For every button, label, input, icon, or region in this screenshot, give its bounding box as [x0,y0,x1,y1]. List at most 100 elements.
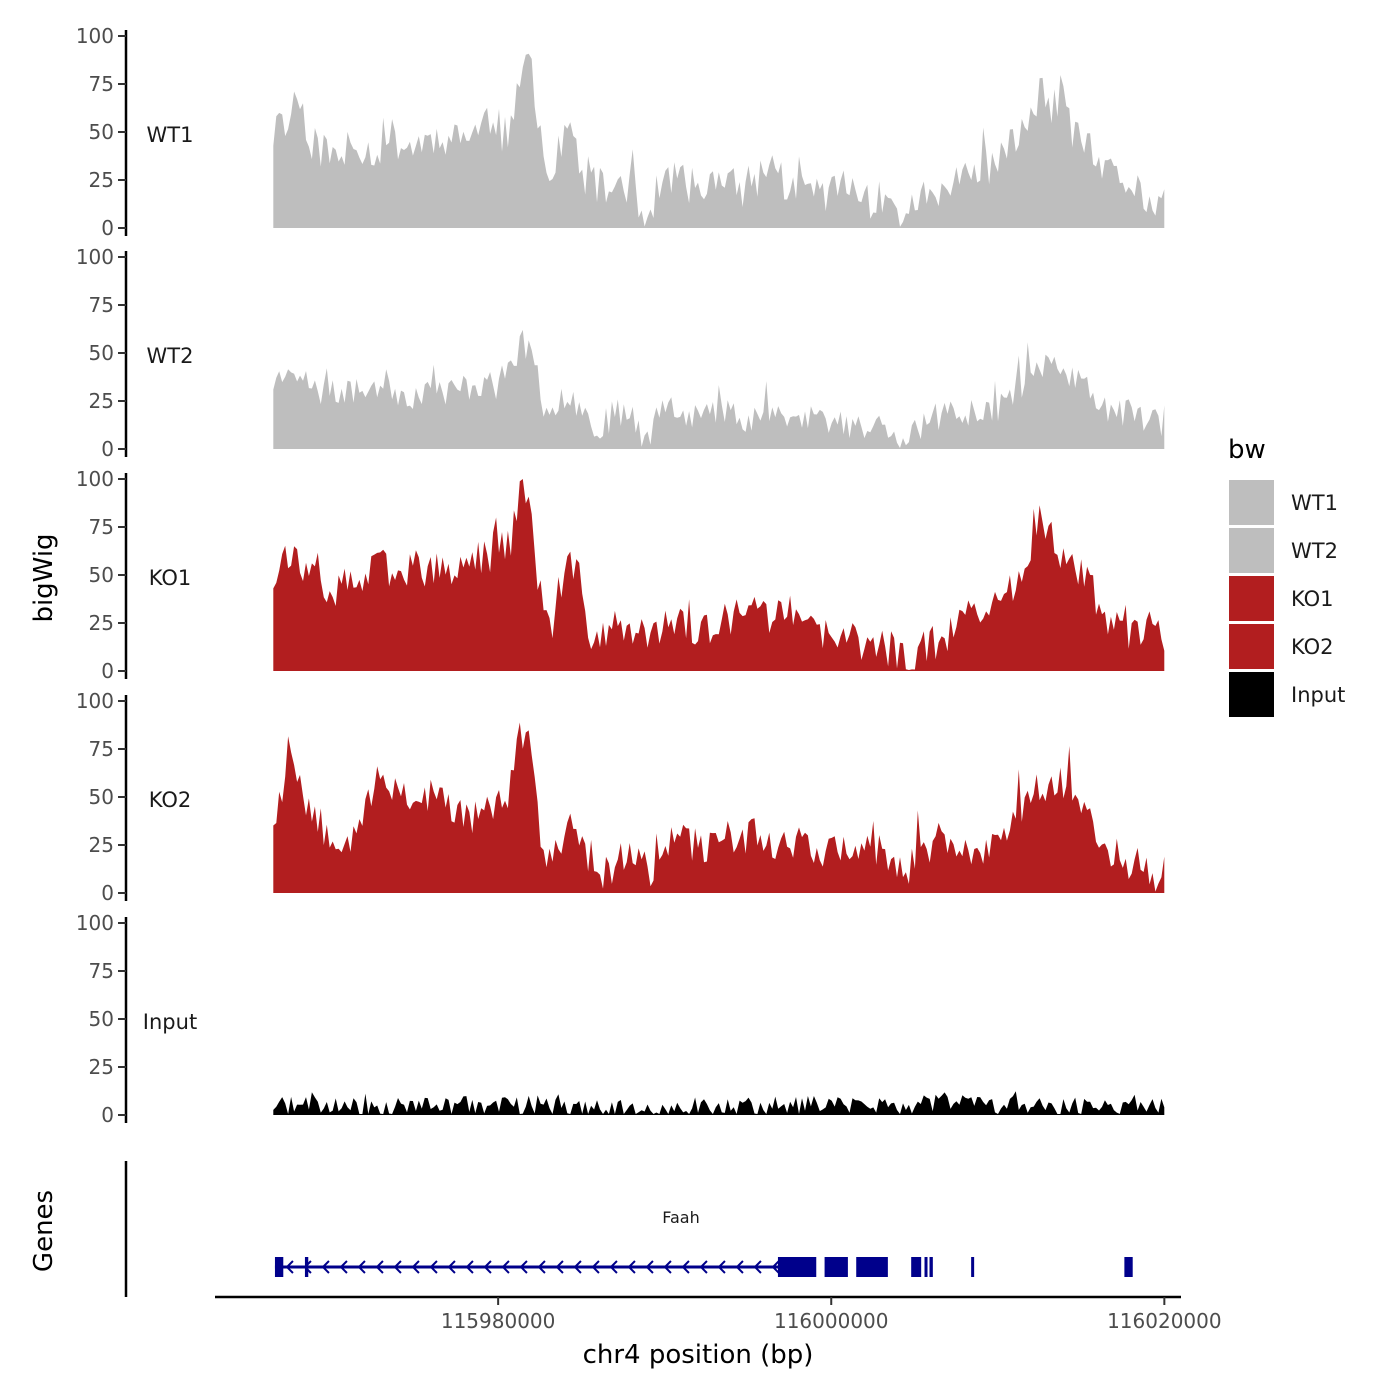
gene-exon [304,1257,309,1277]
track-ko1: 0 25 50 75 100 KO1 [76,467,1165,683]
legend: bw WT1 WT2 KO1 KO2 Input [1228,435,1345,717]
strand-arrow [645,1260,654,1274]
strand-arrow [555,1260,564,1274]
strand-arrow [375,1260,384,1274]
legend-title: bw [1228,435,1266,465]
y-tick-label: 25 [89,168,114,192]
strand-arrow [285,1260,294,1274]
y-tick-label: 75 [89,959,114,983]
gene-exon [929,1257,933,1277]
gene-exon [911,1257,922,1277]
strand-arrow [771,1260,780,1274]
track-wt2: 0 25 50 75 100 WT2 [76,245,1165,461]
y-tick-label: 50 [89,785,114,809]
track-ko2: 0 25 50 75 100 KO2 [76,689,1165,905]
track-label: WT1 [147,123,194,147]
y-tick-label: 100 [76,24,114,48]
track-label: KO2 [149,788,192,812]
y-tick-label: 25 [89,389,114,413]
y-tick-label: 75 [89,737,114,761]
strand-arrow [717,1260,726,1274]
gene-name-label: Faah [662,1208,699,1227]
legend-key-wt2 [1229,528,1274,573]
track-input: 0 25 50 75 100 Input [76,911,1165,1127]
strand-arrow [465,1260,474,1274]
strand-arrow [609,1260,618,1274]
legend-key-ko2 [1229,624,1274,669]
strand-arrow [447,1260,456,1274]
y-tick-label: 0 [101,881,114,905]
y-tick-label: 75 [89,515,114,539]
x-tick-label: 116000000 [774,1309,889,1333]
tracks-layer: 0255075100WT10255075100WT20255075100KO10… [76,24,1165,1127]
track-wt1: 0 25 50 75 100 WT1 [76,24,1165,240]
y-tick-label: 0 [101,1103,114,1127]
area-wt2 [273,329,1165,449]
strand-arrow [357,1260,366,1274]
y-tick-label: 100 [76,467,114,491]
area-ko1 [273,479,1165,671]
legend-label-ko2: KO2 [1291,635,1334,659]
y-tick-label: 25 [89,833,114,857]
gene-exon [856,1257,888,1277]
y-tick-label: 50 [89,563,114,587]
gene-exon [274,1257,284,1277]
strand-arrow [483,1260,492,1274]
genes-panel-label: Genes [29,1190,59,1272]
strand-arrow [663,1260,672,1274]
y-tick-label: 75 [89,72,114,96]
strand-arrow [735,1260,744,1274]
legend-label-wt1: WT1 [1291,491,1338,515]
strand-arrow [393,1260,402,1274]
y-tick-label: 50 [89,341,114,365]
legend-label-ko1: KO1 [1291,587,1334,611]
y-tick-label: 0 [101,659,114,683]
strand-arrow [573,1260,582,1274]
strand-arrow [537,1260,546,1274]
legend-label-input: Input [1291,683,1345,707]
strand-arrow [627,1260,636,1274]
track-label: KO1 [149,566,192,590]
x-tick-label: 116020000 [1107,1309,1222,1333]
y-tick-label: 25 [89,611,114,635]
strand-arrow [501,1260,510,1274]
y-tick-label: 100 [76,911,114,935]
strand-arrow [519,1260,528,1274]
y-tick-label: 0 [101,216,114,240]
strand-arrow [699,1260,708,1274]
strand-arrow [753,1260,762,1274]
legend-key-wt1 [1229,480,1274,525]
strand-arrow [321,1260,330,1274]
area-input [273,1091,1165,1115]
gene-exon [971,1257,975,1277]
y-axis-title: bigWig [29,533,59,622]
gene-exon [777,1257,817,1277]
strand-arrow [411,1260,420,1274]
area-ko2 [273,722,1165,893]
legend-key-ko1 [1229,576,1274,621]
y-tick-label: 0 [101,437,114,461]
area-wt1 [273,53,1165,229]
strand-arrow [339,1260,348,1274]
y-tick-label: 100 [76,689,114,713]
x-axis-title: chr4 position (bp) [583,1340,814,1370]
strand-arrow [591,1260,600,1274]
y-tick-label: 50 [89,120,114,144]
track-label: Input [143,1010,197,1034]
y-tick-label: 100 [76,245,114,269]
track-label: WT2 [147,344,194,368]
legend-key-input [1229,672,1274,717]
gene-exon [1124,1257,1133,1277]
y-tick-label: 25 [89,1055,114,1079]
strand-arrow [429,1260,438,1274]
legend-label-wt2: WT2 [1291,539,1338,563]
y-tick-label: 75 [89,293,114,317]
y-tick-label: 50 [89,1007,114,1031]
x-axis: 115980000 116000000 116020000 [215,1295,1222,1333]
gene-exon [824,1257,848,1277]
strand-arrow [681,1260,690,1274]
gene-exon [924,1257,928,1277]
genes-panel [124,1161,1133,1297]
x-tick-label: 115980000 [441,1309,556,1333]
